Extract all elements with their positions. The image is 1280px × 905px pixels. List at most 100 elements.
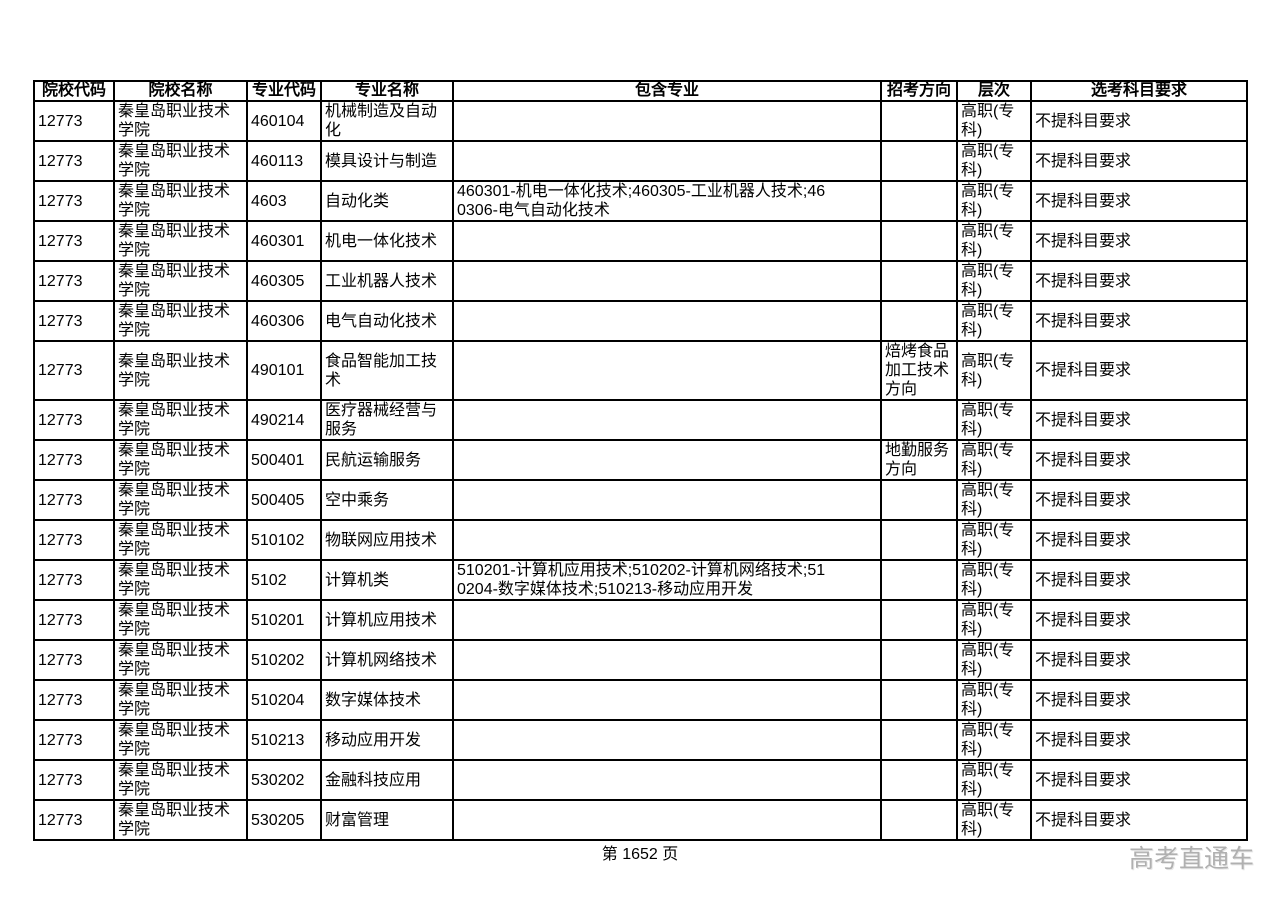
cell-college-name: 秦皇岛职业技术学院 [113, 260, 248, 302]
cell-exam-direction [880, 180, 958, 222]
table-row: 12773 秦皇岛职业技术学院 510201 计算机应用技术 高职(专科) 不提科目要求 [33, 599, 1248, 641]
cell-college-name: 秦皇岛职业技术学院 [113, 599, 248, 641]
cell-exam-direction: 焙烤食品加工技术方向 [880, 340, 958, 401]
cell-level: 高职(专科) [956, 639, 1032, 681]
cell-subject-requirements: 不提科目要求 [1030, 220, 1248, 262]
page-number: 第 1652 页 [601, 846, 679, 863]
majors-table-container: 院校代码 院校名称 专业代码 专业名称 包含专业 招考方向 层次 选考科目要求 … [33, 80, 1248, 841]
table-row: 12773 秦皇岛职业技术学院 530202 金融科技应用 高职(专科) 不提科目要求 [33, 759, 1248, 801]
table-row: 12773 秦皇岛职业技术学院 460113 模具设计与制造 高职(专科) 不提科目要求 [33, 140, 1248, 182]
cell-college-code: 12773 [33, 260, 115, 302]
cell-exam-direction [880, 639, 958, 681]
cell-exam-direction [880, 679, 958, 721]
cell-subject-requirements: 不提科目要求 [1030, 100, 1248, 142]
header-exam-direction: 招考方向 [880, 80, 958, 102]
cell-major-name: 机械制造及自动化 [320, 100, 454, 142]
cell-exam-direction [880, 799, 958, 841]
cell-major-code: 460104 [246, 100, 322, 142]
cell-subject-requirements: 不提科目要求 [1030, 719, 1248, 761]
cell-subject-requirements: 不提科目要求 [1030, 180, 1248, 222]
cell-level: 高职(专科) [956, 679, 1032, 721]
cell-college-name: 秦皇岛职业技术学院 [113, 439, 248, 481]
cell-major-name: 计算机类 [320, 559, 454, 601]
cell-college-code: 12773 [33, 100, 115, 142]
cell-level: 高职(专科) [956, 180, 1032, 222]
cell-level: 高职(专科) [956, 719, 1032, 761]
cell-college-name: 秦皇岛职业技术学院 [113, 100, 248, 142]
cell-college-name: 秦皇岛职业技术学院 [113, 140, 248, 182]
cell-subject-requirements: 不提科目要求 [1030, 559, 1248, 601]
cell-exam-direction [880, 260, 958, 302]
cell-major-code: 460306 [246, 300, 322, 342]
cell-college-name: 秦皇岛职业技术学院 [113, 679, 248, 721]
cell-major-name: 民航运输服务 [320, 439, 454, 481]
table-row: 12773 秦皇岛职业技术学院 460305 工业机器人技术 高职(专科) 不提科目要求 [33, 260, 1248, 302]
cell-major-name: 财富管理 [320, 799, 454, 841]
cell-major-name: 工业机器人技术 [320, 260, 454, 302]
cell-exam-direction [880, 559, 958, 601]
cell-college-code: 12773 [33, 519, 115, 561]
cell-level: 高职(专科) [956, 479, 1032, 521]
table-row: 12773 秦皇岛职业技术学院 500401 民航运输服务 地勤服务方向 高职(专科) 不提… [33, 439, 1248, 481]
cell-major-code: 460113 [246, 140, 322, 182]
cell-major-name: 模具设计与制造 [320, 140, 454, 182]
cell-major-name: 计算机应用技术 [320, 599, 454, 641]
cell-level: 高职(专科) [956, 519, 1032, 561]
cell-major-name: 食品智能加工技术 [320, 340, 454, 401]
header-major-name: 专业名称 [320, 80, 454, 102]
cell-major-name: 电气自动化技术 [320, 300, 454, 342]
cell-college-code: 12773 [33, 479, 115, 521]
cell-subject-requirements: 不提科目要求 [1030, 519, 1248, 561]
table-header: 院校代码 院校名称 专业代码 专业名称 包含专业 招考方向 层次 选考科目要求 [33, 80, 1248, 102]
cell-exam-direction [880, 479, 958, 521]
table-row: 12773 秦皇岛职业技术学院 460301 机电一体化技术 高职(专科) 不提科目要求 [33, 220, 1248, 262]
cell-level: 高职(专科) [956, 399, 1032, 441]
cell-major-name: 移动应用开发 [320, 719, 454, 761]
cell-exam-direction [880, 220, 958, 262]
cell-college-code: 12773 [33, 399, 115, 441]
cell-subject-requirements: 不提科目要求 [1030, 399, 1248, 441]
cell-college-code: 12773 [33, 220, 115, 262]
cell-major-code: 530205 [246, 799, 322, 841]
cell-major-name: 机电一体化技术 [320, 220, 454, 262]
cell-exam-direction [880, 399, 958, 441]
cell-college-name: 秦皇岛职业技术学院 [113, 479, 248, 521]
cell-college-code: 12773 [33, 180, 115, 222]
cell-major-name: 计算机网络技术 [320, 639, 454, 681]
majors-table: 院校代码 院校名称 专业代码 专业名称 包含专业 招考方向 层次 选考科目要求 … [33, 80, 1248, 841]
table-row: 12773 秦皇岛职业技术学院 510202 计算机网络技术 高职(专科) 不提科目要求 [33, 639, 1248, 681]
cell-included-majors [452, 220, 882, 262]
cell-college-code: 12773 [33, 799, 115, 841]
cell-major-code: 530202 [246, 759, 322, 801]
table-row: 12773 秦皇岛职业技术学院 510102 物联网应用技术 高职(专科) 不提科目要求 [33, 519, 1248, 561]
cell-major-code: 510213 [246, 719, 322, 761]
cell-included-majors [452, 439, 882, 481]
cell-subject-requirements: 不提科目要求 [1030, 639, 1248, 681]
cell-level: 高职(专科) [956, 559, 1032, 601]
cell-major-code: 510201 [246, 599, 322, 641]
table-row: 12773 秦皇岛职业技术学院 4603 自动化类 460301-机电一体化技术;460… [33, 180, 1248, 222]
cell-college-name: 秦皇岛职业技术学院 [113, 559, 248, 601]
cell-subject-requirements: 不提科目要求 [1030, 260, 1248, 302]
cell-included-majors [452, 599, 882, 641]
cell-included-majors [452, 479, 882, 521]
cell-subject-requirements: 不提科目要求 [1030, 140, 1248, 182]
cell-subject-requirements: 不提科目要求 [1030, 679, 1248, 721]
cell-college-name: 秦皇岛职业技术学院 [113, 759, 248, 801]
cell-major-code: 510204 [246, 679, 322, 721]
header-level: 层次 [956, 80, 1032, 102]
cell-major-code: 490101 [246, 340, 322, 401]
cell-subject-requirements: 不提科目要求 [1030, 300, 1248, 342]
cell-college-code: 12773 [33, 340, 115, 401]
cell-subject-requirements: 不提科目要求 [1030, 479, 1248, 521]
cell-major-name: 金融科技应用 [320, 759, 454, 801]
cell-included-majors [452, 759, 882, 801]
cell-major-code: 460305 [246, 260, 322, 302]
cell-included-majors [452, 100, 882, 142]
cell-college-code: 12773 [33, 300, 115, 342]
watermark-gaokao-zhitongche: 高考直通车 [1128, 845, 1254, 873]
table-row: 12773 秦皇岛职业技术学院 510213 移动应用开发 高职(专科) 不提科目要求 [33, 719, 1248, 761]
cell-exam-direction [880, 719, 958, 761]
cell-college-name: 秦皇岛职业技术学院 [113, 519, 248, 561]
table-row: 12773 秦皇岛职业技术学院 530205 财富管理 高职(专科) 不提科目要求 [33, 799, 1248, 841]
